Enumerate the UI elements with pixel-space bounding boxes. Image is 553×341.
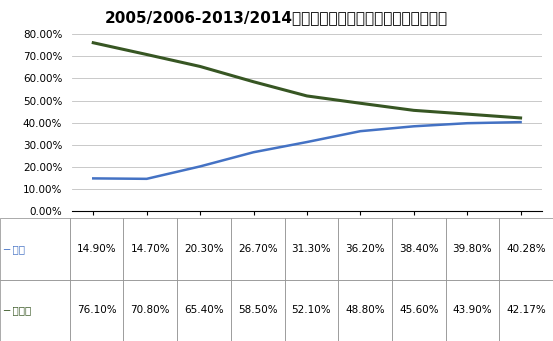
Text: 2005/2006-2013/2014学年中国赴美读本科、研究生人数占比: 2005/2006-2013/2014学年中国赴美读本科、研究生人数占比 — [105, 10, 448, 25]
